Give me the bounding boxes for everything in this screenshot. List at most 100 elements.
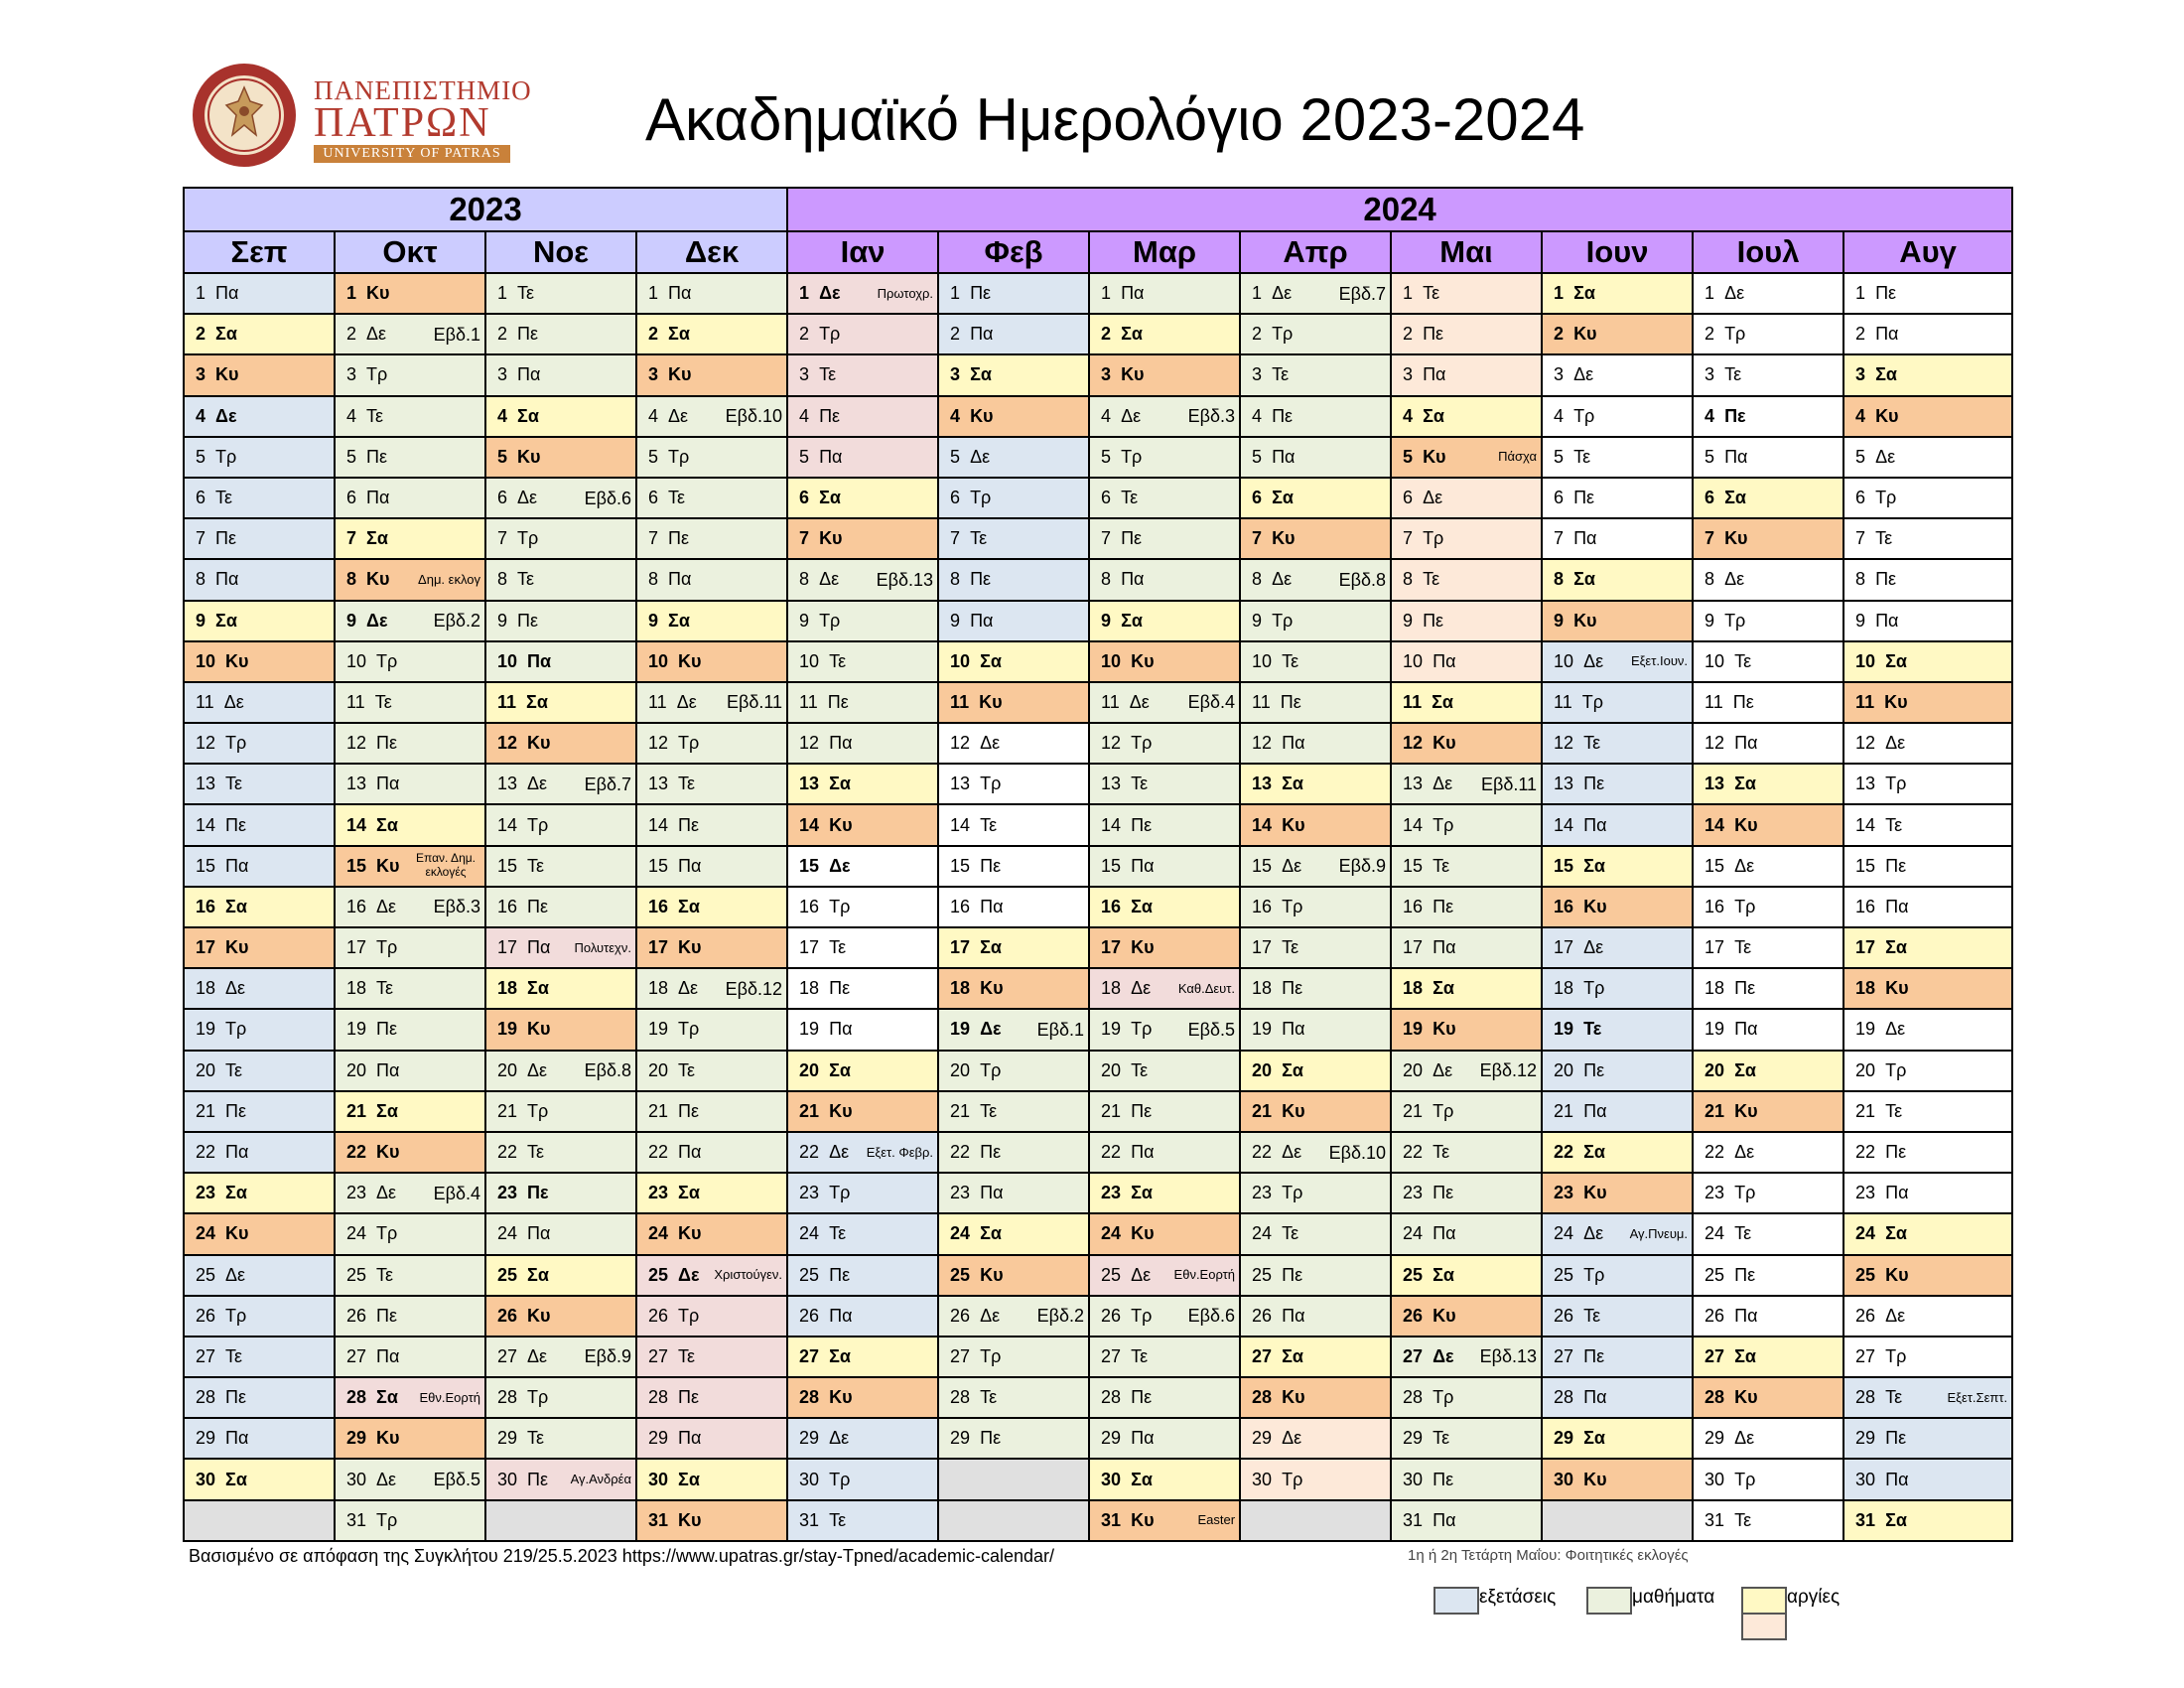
day-weekday: Τε bbox=[1423, 283, 1440, 304]
day-number: 28 bbox=[1101, 1387, 1122, 1408]
day-cell: 13 Πα bbox=[334, 763, 486, 806]
day-number: 22 bbox=[346, 1142, 367, 1163]
day-cell: 10 Τε bbox=[786, 639, 940, 683]
day-weekday: Πε bbox=[225, 814, 247, 835]
day-number: 16 bbox=[799, 896, 820, 916]
day-number: 8 bbox=[1403, 569, 1414, 590]
day-cell: 17 Κυ bbox=[1088, 925, 1242, 970]
day-weekday: Δε bbox=[1131, 978, 1152, 999]
day-number: 23 bbox=[1101, 1183, 1122, 1203]
legend-label-holidays: αργίες bbox=[1787, 1587, 1841, 1608]
day-number: 8 bbox=[497, 569, 508, 590]
day-number: 20 bbox=[1554, 1059, 1574, 1080]
day-cell: 18 Σα bbox=[1390, 967, 1544, 1011]
day-number: 15 bbox=[1101, 855, 1122, 876]
day-weekday: Κυ bbox=[215, 364, 239, 385]
day-weekday: Τε bbox=[980, 814, 998, 835]
day-cell: 14 Κυ bbox=[1692, 803, 1845, 847]
day-weekday: Τρ bbox=[1131, 1305, 1153, 1326]
day-number: 11 bbox=[1705, 691, 1723, 712]
day-number: 19 bbox=[799, 1019, 820, 1040]
day-number: 4 bbox=[1705, 405, 1715, 426]
day-cell: 15 Πα bbox=[1088, 844, 1242, 888]
day-row: 12 Τρ 12 Πε 12 Κυ 12 Τρ 12 Πα 12 Δε 12 Τρ 12 Πα 12 Κυ 12 Τε… bbox=[183, 722, 2014, 766]
day-cell: 13 Τε bbox=[183, 763, 336, 806]
day-number: 12 bbox=[799, 733, 820, 754]
day-number: 28 bbox=[1705, 1387, 1725, 1408]
day-cell: 28 Κυ bbox=[1692, 1376, 1845, 1420]
day-cell: 13 Τρ bbox=[937, 763, 1091, 806]
day-cell: 13 Δε Εβδ.7 bbox=[484, 763, 637, 806]
day-number: 28 bbox=[950, 1387, 971, 1408]
day-cell: 11 Δε bbox=[183, 680, 336, 725]
day-cell: 27 Σα bbox=[1692, 1335, 1845, 1379]
day-weekday: Τε bbox=[1885, 1100, 1903, 1121]
day-cell: 24 Τε bbox=[786, 1212, 940, 1256]
day-cell: 8 Δε bbox=[1692, 558, 1845, 602]
day-cell: 19 Πα bbox=[786, 1008, 940, 1052]
day-weekday: Τε bbox=[1573, 446, 1591, 467]
day-cell: 16 Σα bbox=[634, 885, 789, 929]
day-number: 11 bbox=[799, 691, 818, 712]
day-weekday: Τρ bbox=[1272, 610, 1294, 631]
day-number: 1 bbox=[648, 283, 659, 304]
day-number: 8 bbox=[346, 569, 357, 590]
empty-day-cell bbox=[183, 1498, 336, 1543]
day-cell: 30 Σα bbox=[1088, 1458, 1242, 1501]
day-weekday: Τε bbox=[1734, 1509, 1752, 1530]
day-cell: 24 Σα bbox=[937, 1212, 1091, 1256]
day-cell: 17 Κυ bbox=[183, 925, 336, 970]
day-weekday: Κυ bbox=[1282, 1100, 1305, 1121]
day-weekday: Σα bbox=[225, 1469, 247, 1489]
day-weekday: Τρ bbox=[1131, 1019, 1153, 1040]
day-weekday: Δε bbox=[1282, 1142, 1302, 1163]
day-number: 2 bbox=[1705, 324, 1715, 345]
day-weekday: Τε bbox=[1724, 364, 1742, 385]
day-weekday: Τρ bbox=[376, 1223, 398, 1244]
day-weekday: Πα bbox=[1131, 1142, 1155, 1163]
day-cell: 24 Κυ bbox=[634, 1212, 789, 1256]
day-cell: 28 Κυ bbox=[786, 1376, 940, 1420]
day-cell: 10 Πα bbox=[1390, 639, 1544, 683]
day-cell: 26 Κυ bbox=[484, 1294, 637, 1337]
day-cell: 18 Πε bbox=[1239, 967, 1393, 1011]
day-number: 21 bbox=[1403, 1100, 1424, 1121]
day-cell: 15 Πε bbox=[1843, 844, 2014, 888]
day-weekday: Δε bbox=[1724, 569, 1745, 590]
empty-day-cell bbox=[937, 1498, 1091, 1543]
day-weekday: Πα bbox=[1885, 1183, 1909, 1203]
day-weekday: Σα bbox=[1433, 978, 1454, 999]
day-weekday: Κυ bbox=[1272, 528, 1296, 549]
day-number: 14 bbox=[1101, 814, 1122, 835]
day-weekday: Κυ bbox=[979, 691, 1003, 712]
day-weekday: Δε bbox=[829, 1142, 850, 1163]
day-weekday: Σα bbox=[1885, 650, 1907, 671]
day-weekday: Σα bbox=[1282, 1059, 1303, 1080]
day-number: 17 bbox=[1855, 937, 1876, 958]
day-weekday: Τρ bbox=[819, 324, 841, 345]
day-number: 26 bbox=[648, 1305, 669, 1326]
day-cell: 18 Πε bbox=[1692, 967, 1845, 1011]
legend-swatch-holidays-peach bbox=[1741, 1613, 1787, 1640]
day-cell: 13 Τε bbox=[1088, 763, 1242, 806]
day-weekday: Τε bbox=[1121, 488, 1139, 508]
day-cell: 17 Τε bbox=[1692, 925, 1845, 970]
day-cell: 19 Τρ bbox=[634, 1008, 789, 1052]
day-row: 22 Πα 22 Κυ 22 Τε 22 Πα 22 Δε Εξετ. Φεβρ. 22 Πε 22 Πα 2… bbox=[183, 1130, 2014, 1175]
day-weekday: Πα bbox=[1272, 446, 1296, 467]
day-weekday: Πε bbox=[1121, 528, 1143, 549]
day-number: 21 bbox=[1101, 1100, 1122, 1121]
day-weekday: Δε bbox=[366, 610, 388, 631]
day-weekday: Τρ bbox=[678, 1305, 700, 1326]
day-weekday: Πα bbox=[1583, 1100, 1607, 1121]
day-cell: 6 Δε bbox=[1390, 476, 1544, 520]
day-weekday: Δε bbox=[829, 855, 851, 876]
day-cell: 10 Τε bbox=[1692, 639, 1845, 683]
day-weekday: Τρ bbox=[1734, 896, 1756, 916]
day-weekday: Τε bbox=[1131, 1059, 1149, 1080]
day-weekday: Κυ bbox=[1724, 528, 1748, 549]
day-cell: 27 Τρ bbox=[937, 1335, 1091, 1379]
day-weekday: Τε bbox=[678, 774, 696, 794]
day-row: 27 Τε 27 Πα 27 Δε Εβδ.9 27 Τε 27 Σα 27 Τρ 27 Τε 27 Σα 27 Δ… bbox=[183, 1335, 2014, 1379]
day-cell: 6 Σα bbox=[786, 476, 940, 520]
